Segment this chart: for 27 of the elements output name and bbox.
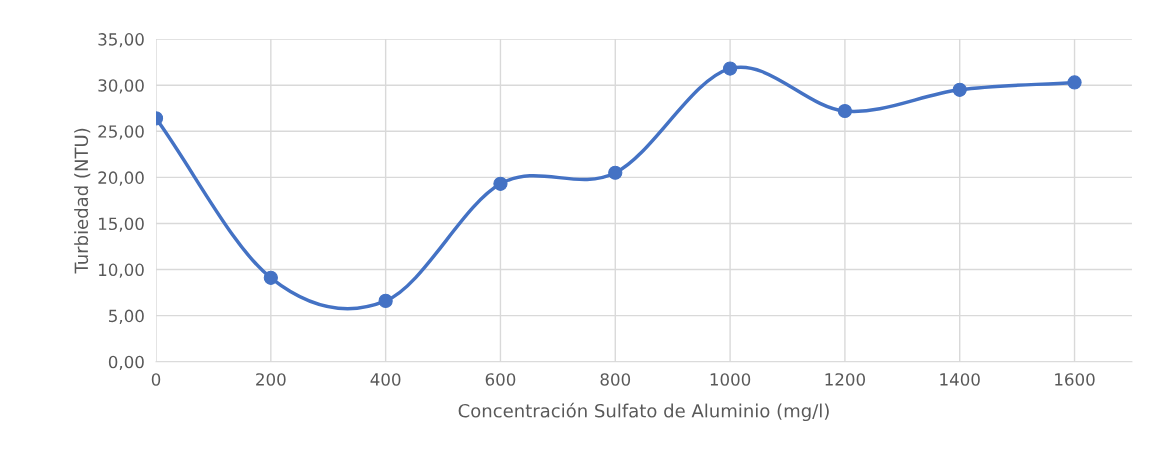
y-tick-label: 25,00 <box>98 125 144 140</box>
y-tick-label: 30,00 <box>98 79 144 94</box>
point <box>722 61 738 76</box>
x-tick-label: 600 <box>485 373 516 386</box>
y-tick-label: 10,00 <box>99 263 144 278</box>
x-axis-title: Concentración Sulfato de Aluminio (mg/l) <box>458 402 829 422</box>
point <box>263 270 278 285</box>
y-tick-label: 20,00 <box>98 171 144 186</box>
point <box>493 176 508 191</box>
y-axis-title: Turbiedad (NTU) <box>74 128 91 274</box>
point <box>608 165 623 180</box>
x-tick-label: 800 <box>600 373 631 386</box>
x-tick-label: 0 <box>151 373 161 386</box>
x-tick-label: 1000 <box>710 373 751 386</box>
x-tick-label: 200 <box>256 373 286 386</box>
x-tick-label: 1200 <box>825 373 866 386</box>
point <box>1067 75 1082 90</box>
x-tick-label: 1600 <box>1055 373 1095 386</box>
y-tick-label: 5,00 <box>109 309 144 324</box>
y-tick-label: 35,00 <box>98 33 144 48</box>
x-tick-label: 400 <box>370 373 401 386</box>
y-tick-label: 0,00 <box>108 355 144 370</box>
x-tick-label: 1400 <box>940 373 980 386</box>
point <box>952 82 967 97</box>
point <box>837 103 853 119</box>
point <box>378 293 393 309</box>
y-tick-label: 15,00 <box>99 217 144 232</box>
